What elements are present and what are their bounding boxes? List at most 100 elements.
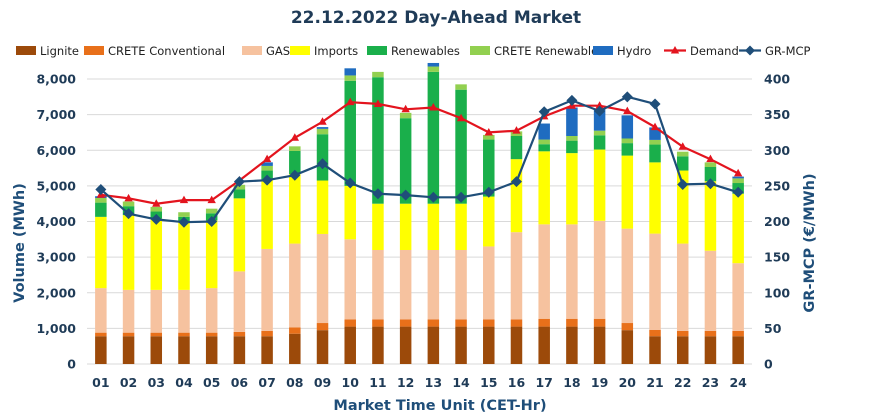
bar-imports	[704, 181, 717, 251]
bar-imports	[510, 159, 523, 233]
y-tick-label: 6,000	[36, 143, 76, 158]
point-gr-mcp	[372, 188, 384, 200]
point-demand	[401, 104, 410, 113]
point-gr-mcp	[538, 106, 550, 118]
bar-hydro	[593, 109, 606, 131]
bar-renewables	[704, 166, 717, 182]
bar-gas	[676, 243, 689, 331]
point-demand	[207, 195, 216, 204]
bar-gas	[344, 239, 356, 320]
point-gr-mcp	[732, 186, 744, 198]
x-tick-label: 12	[397, 375, 414, 390]
bar-hydro	[566, 107, 578, 136]
bar-imports	[676, 170, 689, 244]
point-gr-mcp	[427, 191, 439, 203]
legend-label-gas: GAS	[266, 44, 290, 58]
bar-lignite	[289, 333, 301, 364]
y-tick-label: 1,000	[36, 321, 76, 336]
legend-marker-gr-mcp	[745, 45, 755, 56]
y-tick-label: 8,000	[36, 72, 76, 87]
bar-imports	[566, 153, 578, 225]
bar-crete-conventional	[261, 330, 273, 337]
point-gr-mcp	[123, 208, 135, 220]
bar-crete-conventional	[621, 323, 634, 331]
bar-renewables	[427, 71, 440, 204]
bar-crete-renewables	[704, 162, 717, 167]
x-tick-label: 24	[729, 375, 747, 390]
bar-lignite	[427, 326, 440, 364]
bar-gas	[150, 289, 163, 333]
bar-hydro	[344, 68, 356, 76]
bar-imports	[621, 155, 634, 229]
legend-swatch-crete-conventional	[84, 46, 104, 55]
bar-crete-renewables	[289, 146, 301, 151]
bar-crete-renewables	[538, 139, 550, 145]
y2-tick-label: 300	[764, 143, 790, 158]
point-demand	[623, 106, 632, 115]
point-demand	[484, 127, 493, 136]
bar-gas	[566, 224, 578, 319]
point-demand	[290, 133, 300, 141]
legend-swatch-lignite	[16, 46, 36, 55]
bar-imports	[122, 215, 135, 290]
bar-gas	[122, 289, 135, 333]
bar-renewables	[344, 80, 356, 186]
bar-imports	[593, 149, 606, 221]
bar-gas	[399, 250, 412, 320]
bar-crete-conventional	[566, 318, 578, 327]
legend-label-imports: Imports	[314, 44, 358, 58]
bar-crete-renewables	[122, 201, 135, 207]
x-tick-label: 01	[92, 375, 109, 390]
bar-crete-renewables	[372, 71, 384, 78]
bar-renewables	[483, 139, 495, 197]
bar-crete-conventional	[593, 318, 606, 327]
bar-crete-renewables	[261, 165, 273, 171]
bar-lignite	[510, 326, 523, 364]
x-tick-label: 22	[674, 375, 691, 390]
bar-crete-conventional	[538, 318, 550, 327]
y-tick-label: 5,000	[36, 178, 76, 193]
x-tick-label: 10	[342, 375, 360, 390]
bar-lignite	[372, 326, 384, 364]
bar-imports	[427, 203, 440, 250]
bar-imports	[483, 196, 495, 247]
bar-gas	[316, 233, 329, 324]
bar-crete-renewables	[649, 139, 661, 145]
y2-tick-label: 0	[764, 357, 773, 372]
bar-imports	[649, 162, 661, 234]
bar-lignite	[483, 326, 495, 364]
point-gr-mcp	[621, 91, 633, 103]
bar-gas	[261, 248, 273, 331]
y-axis-right-title: GR-MCP (€/MWh)	[802, 173, 818, 312]
bar-crete-conventional	[178, 332, 190, 337]
point-gr-mcp	[344, 177, 356, 189]
bar-imports	[399, 203, 412, 250]
bar-imports	[455, 203, 467, 250]
bar-crete-conventional	[150, 332, 163, 337]
x-tick-label: 06	[231, 375, 249, 390]
bar-gas	[483, 246, 495, 320]
x-tick-label: 17	[535, 375, 552, 390]
point-gr-mcp	[510, 176, 522, 188]
y-tick-label: 2,000	[36, 285, 76, 300]
y2-tick-label: 150	[764, 250, 790, 265]
bar-crete-renewables	[344, 75, 356, 81]
bar-hydro	[316, 127, 329, 129]
legend-marker-demand	[670, 46, 680, 54]
x-tick-label: 16	[508, 375, 526, 390]
bar-stack-layer	[95, 62, 744, 364]
bar-renewables	[510, 136, 523, 160]
bar-crete-conventional	[233, 331, 246, 337]
bar-crete-renewables	[233, 184, 246, 190]
point-demand	[318, 117, 327, 125]
bar-gas	[372, 250, 384, 320]
bar-renewables	[289, 150, 301, 175]
bar-crete-renewables	[178, 212, 190, 217]
x-tick-label: 13	[425, 375, 442, 390]
bar-lignite	[178, 336, 190, 364]
point-gr-mcp	[178, 216, 190, 228]
line-gr-mcp	[100, 95, 739, 224]
x-tick-label: 05	[203, 375, 220, 390]
point-demand	[678, 142, 687, 150]
